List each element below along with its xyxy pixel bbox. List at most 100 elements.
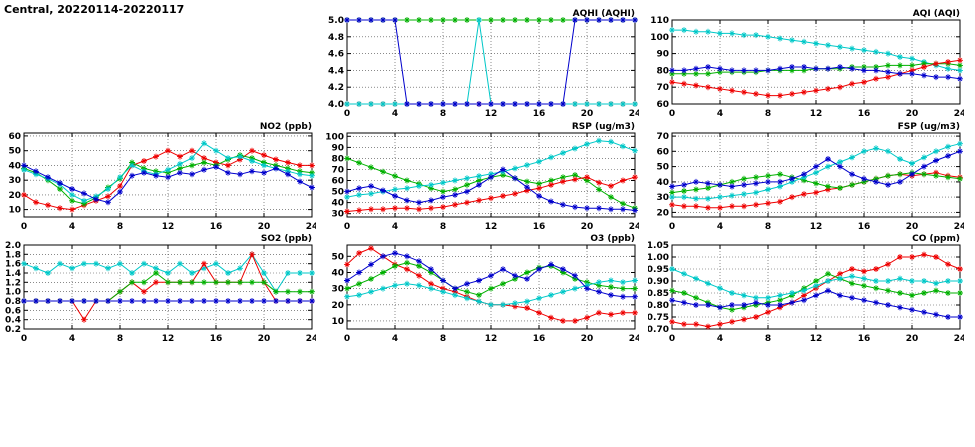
svg-text:20: 20	[906, 109, 919, 119]
chart-no2: 10 20 30 40 50 60 0 4 8 12 16 20 24 NO2 (ppb)	[0, 121, 316, 237]
svg-text:0.80: 0.80	[648, 301, 669, 311]
co-plot: 0.70 0.75 0.80 0.85 0.90 0.95 1.00 1.05 0 4 8 12 16 2…	[648, 241, 964, 344]
svg-text:4: 4	[69, 222, 75, 232]
svg-text:0: 0	[344, 334, 350, 344]
chart-title-no2: NO2 (ppb)	[259, 122, 312, 132]
svg-text:0.6: 0.6	[5, 306, 21, 316]
svg-text:4: 4	[392, 109, 398, 119]
svg-text:0.75: 0.75	[648, 313, 669, 323]
chart-title-so2: SO2 (ppb)	[260, 234, 312, 244]
chart-title-o3: O3 (ppb)	[590, 234, 635, 244]
svg-text:60: 60	[331, 177, 344, 187]
svg-text:4: 4	[392, 222, 398, 232]
svg-text:30: 30	[656, 193, 669, 203]
svg-text:20: 20	[8, 191, 21, 201]
svg-text:100: 100	[325, 132, 344, 142]
svg-text:1.2: 1.2	[5, 278, 21, 288]
svg-text:30: 30	[331, 210, 344, 220]
svg-text:40: 40	[8, 161, 21, 171]
svg-text:2.0: 2.0	[5, 241, 21, 251]
svg-text:8: 8	[440, 109, 446, 119]
chart-title-fsp: FSP (ug/m3)	[897, 122, 960, 132]
svg-text:16: 16	[210, 334, 223, 344]
svg-text:16: 16	[858, 334, 871, 344]
svg-text:12: 12	[162, 222, 175, 232]
svg-text:12: 12	[485, 222, 498, 232]
svg-text:80: 80	[331, 154, 344, 164]
svg-text:20: 20	[656, 208, 669, 218]
svg-text:8: 8	[440, 222, 446, 232]
svg-text:1.0: 1.0	[5, 288, 21, 298]
svg-text:40: 40	[331, 199, 344, 209]
svg-text:60: 60	[8, 132, 21, 142]
svg-text:30: 30	[331, 285, 344, 295]
o3-plot: 10 20 30 40 50 0 4 8 12 16 20 24	[331, 244, 639, 344]
chart-o3: 10 20 30 40 50 0 4 8 12 16 20 24 O3 (ppb)	[323, 233, 639, 349]
chart-aqhi: 4.0 4.2 4.4 4.6 4.8 5.0 0 4 8 12 16 20 24 AQHI (AQHI…	[323, 8, 639, 124]
svg-text:4: 4	[392, 334, 398, 344]
svg-text:24: 24	[306, 222, 316, 232]
svg-text:0: 0	[344, 222, 350, 232]
svg-text:50: 50	[656, 163, 669, 173]
svg-text:24: 24	[954, 222, 964, 232]
svg-text:5.0: 5.0	[328, 16, 344, 26]
svg-text:4.4: 4.4	[328, 66, 344, 76]
svg-text:4: 4	[717, 222, 723, 232]
svg-text:0: 0	[669, 222, 675, 232]
svg-text:12: 12	[810, 222, 823, 232]
aqhi-plot: 4.0 4.2 4.4 4.6 4.8 5.0 0 4 8 12 16 20 24	[328, 16, 639, 119]
chart-rsp: 30 40 50 60 70 80 90 100 0 4 8 12 16 20 24 RSP (ug/m3)	[323, 121, 639, 237]
svg-text:16: 16	[533, 334, 546, 344]
page-title: Central, 20220114-20220117	[4, 3, 185, 16]
svg-text:1.4: 1.4	[5, 269, 21, 279]
chart-so2: 0.2 0.4 0.6 0.8 1.0 1.2 1.4 1.6 1.8 2.0 0 4 8 12 16 20 2…	[0, 233, 316, 349]
svg-text:80: 80	[656, 66, 669, 76]
svg-text:4: 4	[717, 334, 723, 344]
svg-text:50: 50	[331, 188, 344, 198]
svg-text:8: 8	[117, 334, 123, 344]
svg-text:90: 90	[656, 50, 669, 60]
svg-text:20: 20	[906, 334, 919, 344]
svg-text:60: 60	[656, 147, 669, 157]
svg-text:4.2: 4.2	[328, 83, 344, 93]
svg-text:16: 16	[533, 109, 546, 119]
svg-text:90: 90	[331, 143, 344, 153]
chart-co: 0.70 0.75 0.80 0.85 0.90 0.95 1.00 1.05 0 4 8 12 16 2…	[648, 233, 964, 349]
chart-title-aqi: AQI (AQI)	[912, 9, 960, 19]
svg-text:20: 20	[258, 222, 271, 232]
svg-text:12: 12	[485, 109, 498, 119]
chart-title-aqhi: AQHI (AQHI)	[572, 9, 635, 19]
svg-text:70: 70	[656, 132, 669, 142]
svg-text:8: 8	[765, 109, 771, 119]
svg-text:70: 70	[656, 83, 669, 93]
svg-text:20: 20	[258, 334, 271, 344]
svg-text:8: 8	[765, 222, 771, 232]
no2-plot: 10 20 30 40 50 60 0 4 8 12 16 20 24	[8, 132, 316, 232]
svg-text:0.95: 0.95	[648, 265, 669, 275]
svg-text:0: 0	[669, 109, 675, 119]
svg-text:0: 0	[344, 109, 350, 119]
svg-text:24: 24	[629, 334, 639, 344]
svg-text:4.0: 4.0	[328, 100, 344, 110]
svg-text:40: 40	[656, 178, 669, 188]
svg-text:8: 8	[117, 222, 123, 232]
svg-text:20: 20	[581, 109, 594, 119]
svg-text:24: 24	[954, 334, 964, 344]
chart-title-rsp: RSP (ug/m3)	[571, 122, 635, 132]
svg-text:10: 10	[8, 206, 21, 216]
svg-text:12: 12	[485, 334, 498, 344]
svg-text:4.6: 4.6	[328, 50, 344, 60]
aqi-plot: 60 70 80 90 100 110 0 4 8 12 16 20 24	[650, 16, 964, 119]
svg-text:0.2: 0.2	[5, 325, 21, 335]
svg-text:4: 4	[69, 334, 75, 344]
svg-text:40: 40	[331, 269, 344, 279]
svg-text:30: 30	[8, 176, 21, 186]
so2-plot: 0.20.40.60.81.01.21.41.61.82.0 0 4 8 12 16 20 2…	[5, 241, 316, 344]
svg-text:4.8: 4.8	[328, 33, 344, 43]
svg-text:16: 16	[210, 222, 223, 232]
svg-text:12: 12	[810, 334, 823, 344]
svg-text:24: 24	[306, 334, 316, 344]
svg-text:24: 24	[954, 109, 964, 119]
svg-text:1.05: 1.05	[648, 241, 669, 251]
